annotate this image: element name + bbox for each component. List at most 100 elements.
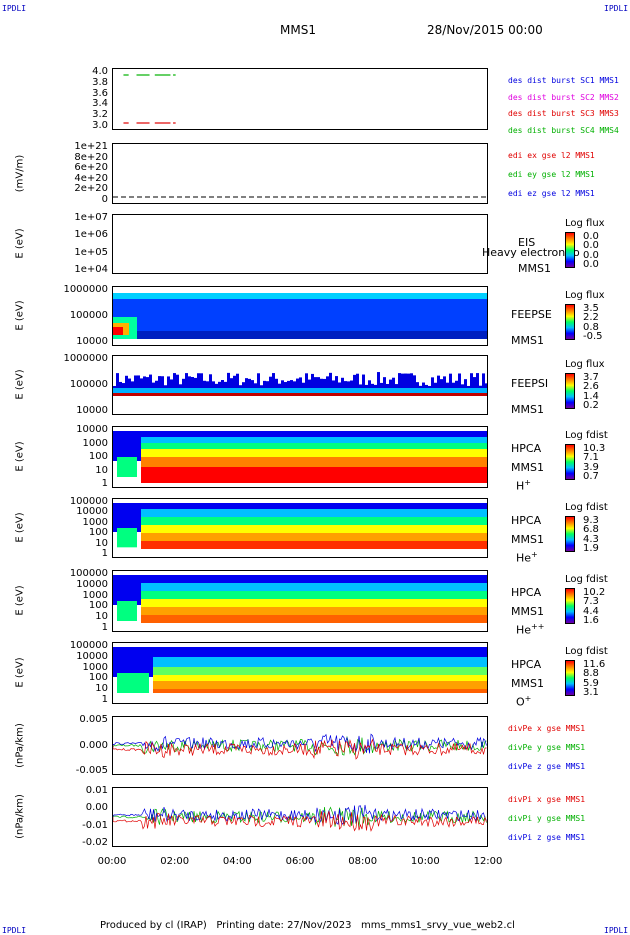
- feepsi-column: [317, 377, 320, 396]
- panel-hpca_h: [112, 426, 488, 488]
- feepsi-column: [473, 377, 476, 396]
- panel-edi-ytick: 4e+20: [74, 172, 108, 184]
- panel-hpca_h-colorbar-title: Log fdist: [565, 430, 608, 441]
- panel-feepsi-canvas: [113, 372, 487, 396]
- panel-edi-ytick: 0: [101, 194, 108, 205]
- hpca_hepp-band: [141, 615, 487, 623]
- feepsi-column: [437, 375, 440, 396]
- panel-feepsi-ylabel: E (eV): [14, 369, 26, 400]
- panel-hpca_hepp-colorbar-value: 4.4: [583, 605, 599, 617]
- feepsi-column: [404, 373, 407, 396]
- hpca_h-early-green: [117, 457, 137, 477]
- panel-hpca_h-ytick: 10000: [76, 424, 108, 435]
- panel-des-ytick: 3.6: [92, 87, 108, 99]
- footer-text: Produced by cl (IRAP) Printing date: 27/…: [100, 920, 515, 931]
- panel-hpca_hepp-colorbar-value: 10.2: [583, 587, 606, 598]
- panel-hpca_h-ytick: 1: [101, 478, 108, 489]
- panel-hpca_h-colorbar-value: 0.7: [583, 470, 599, 482]
- feepsi-column: [482, 373, 485, 396]
- panel-des-ytick: 3.0: [92, 120, 108, 131]
- panel-edi-legend-0: edi ex gse l2 MMS1: [508, 151, 595, 160]
- time-tick-label: 02:00: [160, 856, 190, 867]
- feepsi-column: [140, 378, 143, 396]
- panel-hpca_he-colorbar: [565, 516, 575, 552]
- panel-hpca_o-instrument-1: MMS1: [511, 677, 544, 690]
- feepsi-column: [299, 377, 302, 396]
- feepsi-column: [245, 378, 248, 396]
- panel-dpi-ylabel: (nPa/km): [14, 794, 26, 839]
- hpca_hepp-band: [141, 591, 487, 599]
- species-charge: ++: [531, 622, 545, 631]
- panel-hpca_he-ytick: 100: [88, 527, 108, 539]
- panel-hpca_o-colorbar: [565, 660, 575, 696]
- panel-edi-canvas: [113, 196, 487, 198]
- panel-hpca_hepp-colorbar-value: 1.6: [583, 614, 599, 626]
- feepse-low-band: [113, 331, 487, 339]
- time-tick-label: 00:00: [97, 856, 127, 867]
- panel-feepse-colorbar-title: Log flux: [565, 290, 605, 301]
- feepsi-column: [191, 376, 194, 396]
- footer-corner-left: IPDLI: [2, 926, 27, 935]
- panel-feepse-ytick: 10000: [76, 336, 108, 347]
- panel-hpca_hepp-ytick: 100000: [69, 568, 108, 579]
- date-title: 28/Nov/2015 00:00: [427, 23, 543, 37]
- feepsi-column: [143, 376, 146, 396]
- panel-feepse-colorbar-value: 2.2: [583, 312, 599, 324]
- panel-hpca_o-ytick: 100000: [69, 640, 108, 651]
- panel-hpca_he-ylabel: E (eV): [14, 512, 26, 543]
- feepsi-column: [176, 374, 179, 396]
- species-name: He: [516, 623, 532, 637]
- panel-hpca_o-colorbar-value: 3.1: [583, 686, 599, 698]
- panel-hpca_h-canvas: [113, 431, 487, 483]
- species-charge: +: [524, 694, 532, 703]
- feepsi-cyan-band: [113, 388, 487, 394]
- panel-dpi-legend-1: divPi y gse MMS1: [508, 814, 586, 823]
- panel-feepse-instrument-0: FEEPSE: [511, 308, 552, 321]
- panel-hpca_hepp-colorbar-value: 7.3: [583, 596, 599, 608]
- panel-hpca_he-colorbar-value: 6.8: [583, 524, 599, 536]
- hpca_o-early-green: [117, 673, 149, 693]
- panel-feepse-instrument-1: MMS1: [511, 334, 544, 347]
- panel-dpi-ytick: -0.02: [82, 837, 108, 848]
- panel-hpca_he-ytick: 1: [101, 548, 108, 559]
- feepsi-column: [158, 376, 161, 396]
- hpca_h-band: [141, 467, 487, 483]
- panel-eis-colorbar-value: 0.0: [583, 249, 599, 261]
- dpi-series-1: [113, 804, 487, 825]
- panel-feepse-colorbar: [565, 304, 575, 340]
- panel-hpca_o-colorbar-value: 11.6: [583, 659, 606, 670]
- panel-feepsi-ytick: 10000: [76, 405, 108, 416]
- feepsi-column: [443, 376, 446, 396]
- feepsi-column: [308, 379, 311, 396]
- panel-dpi-legend-0: divPi x gse MMS1: [508, 795, 586, 804]
- panel-feepsi-instrument-1: MMS1: [511, 403, 544, 416]
- feepsi-column: [200, 373, 203, 396]
- panel-eis-ytick: 1e+06: [74, 229, 108, 241]
- panel-hpca_h-colorbar: [565, 444, 575, 480]
- hpca_h-band: [141, 437, 487, 443]
- hpca_he-early-block: [113, 503, 141, 532]
- panel-hpca_o-ytick: 10: [95, 683, 108, 695]
- feepsi-column: [170, 379, 173, 396]
- hpca_he-early-green: [117, 528, 137, 548]
- panel-hpca_he-ytick: 100000: [69, 496, 108, 507]
- feepsi-column: [149, 374, 152, 396]
- feepsi-column: [227, 372, 230, 396]
- panel-eis-instrument-0: EIS: [518, 236, 536, 249]
- feepsi-column: [272, 373, 275, 396]
- feepsi-column: [377, 372, 380, 396]
- panel-hpca_hepp-ylabel: E (eV): [14, 585, 26, 616]
- feepsi-column: [329, 372, 332, 396]
- time-tick-label: 08:00: [348, 856, 378, 867]
- panel-eis-canvas: [113, 215, 487, 273]
- panel-hpca_he-instrument-0: HPCA: [511, 514, 542, 527]
- panel-hpca_he-ytick: 1000: [82, 516, 108, 528]
- panel-edi-ytick: 8e+20: [74, 151, 108, 163]
- panel-hpca_he-ytick: 10000: [76, 506, 108, 518]
- panel-hpca_o-colorbar-title: Log fdist: [565, 646, 608, 657]
- hpca_o-band: [153, 667, 487, 675]
- panel-hpca_h-colorbar-value: 7.1: [583, 452, 599, 464]
- feepsi-column: [128, 378, 131, 396]
- species-name: O: [516, 695, 525, 709]
- panel-des-legend-2: des dist burst SC3 MMS3: [508, 109, 619, 118]
